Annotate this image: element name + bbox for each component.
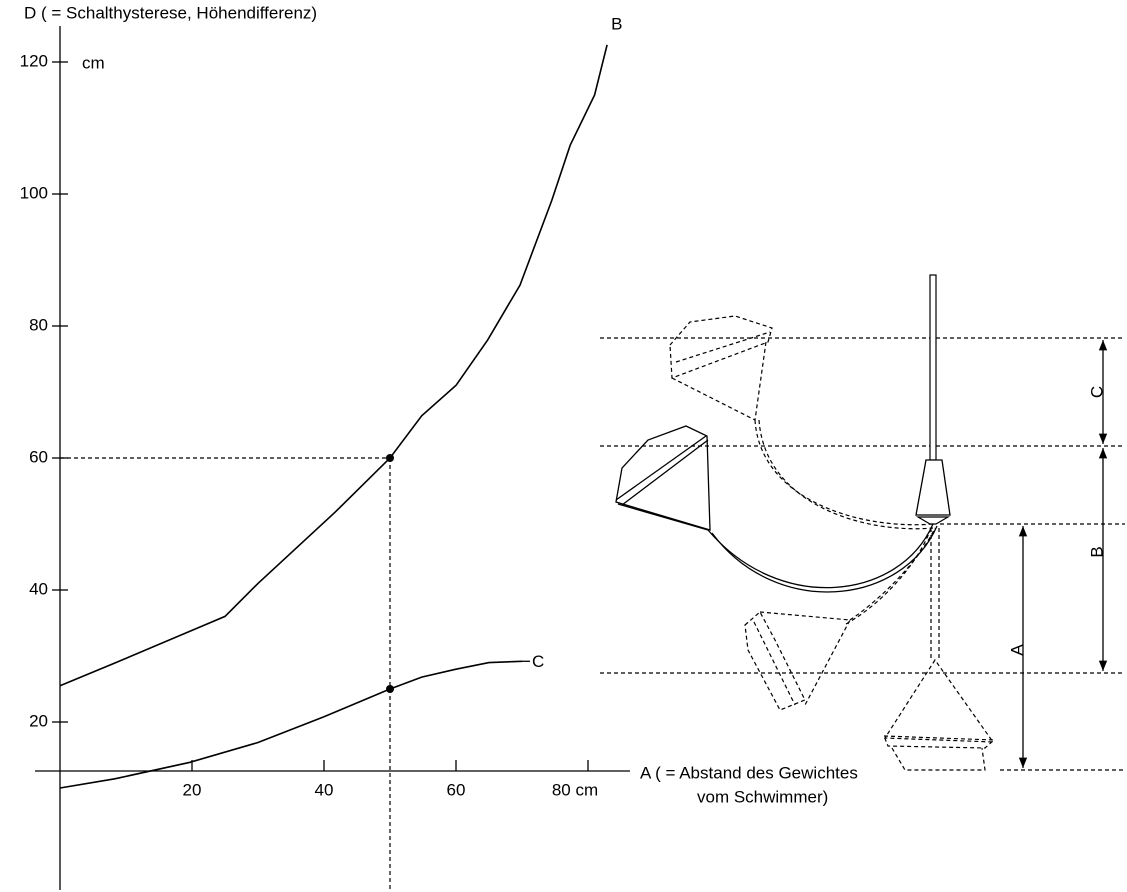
y-unit: cm [82,53,105,72]
chart: D ( = Schalthysterese, Höhendifferenz) c… [0,0,1127,892]
series-line [60,661,522,788]
y-tick-label: 60 [29,447,48,466]
y-tick-label: 20 [29,711,48,730]
point [386,685,394,693]
series-label: C [532,652,544,671]
y-tick-label: 120 [20,51,48,70]
x-axis-title: vom Schwimmer) [697,787,828,806]
dimension-label: B [1087,546,1106,557]
series-label: B [611,14,622,33]
dimension-label: C [1087,386,1106,398]
y-axis-title: D ( = Schalthysterese, Höhendifferenz) [24,3,317,22]
y-tick-label: 40 [29,579,48,598]
x-axis-title: A ( = Abstand des Gewichtes [640,763,858,782]
dimension-label: A [1007,644,1026,656]
x-tick-label: 80 cm [552,780,598,799]
y-tick-label: 80 [29,315,48,334]
y-tick-label: 100 [20,183,48,202]
series-line [60,45,607,686]
x-tick-label: 20 [183,780,202,799]
x-tick-label: 40 [315,780,334,799]
point [386,454,394,462]
float-switch-illustration: C B A [600,275,1125,770]
x-tick-label: 60 [447,780,466,799]
